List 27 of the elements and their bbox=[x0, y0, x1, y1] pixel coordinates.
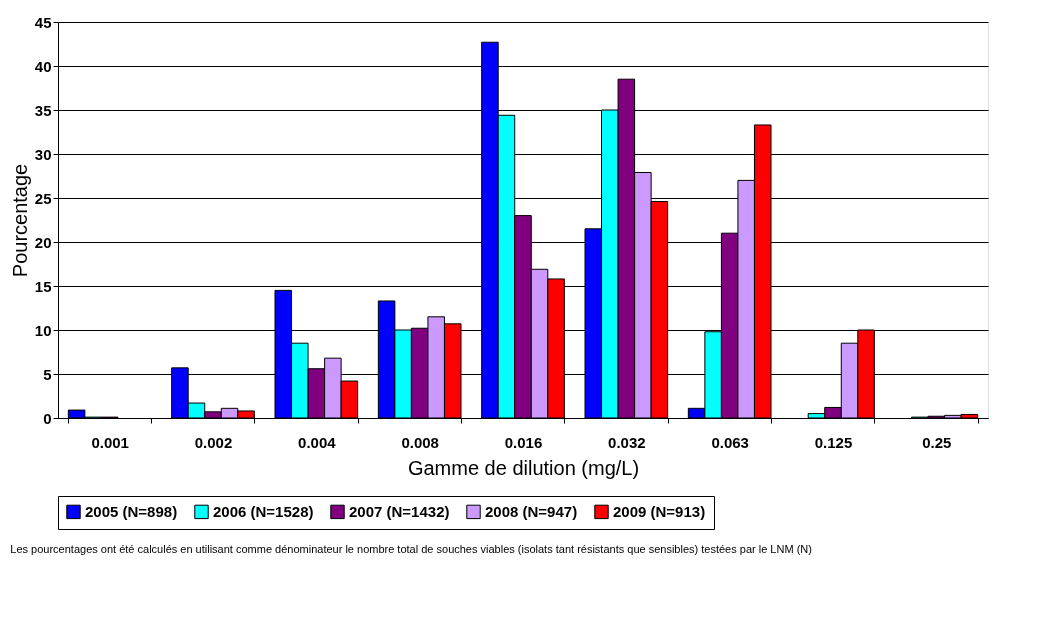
x-tick-label: 0.001 bbox=[91, 433, 129, 451]
legend-label: 2008 (N=947) bbox=[485, 502, 578, 520]
y-tick-label: 20 bbox=[34, 233, 52, 251]
y-tick-label: 5 bbox=[43, 365, 52, 383]
y-tick-label: 15 bbox=[34, 277, 52, 295]
x-tick-label: 0.016 bbox=[504, 433, 543, 451]
y-tick-label: 25 bbox=[34, 189, 52, 207]
legend-label: 2009 (N=913) bbox=[613, 502, 706, 520]
y-tick-label: 30 bbox=[34, 145, 52, 163]
legend-label: 2006 (N=1528) bbox=[213, 502, 314, 520]
x-axis-title: Gamme de dilution (mg/L) bbox=[407, 456, 640, 479]
y-tick-label: 40 bbox=[34, 57, 52, 75]
x-tick-label: 0.004 bbox=[298, 433, 337, 451]
x-tick-label: 0.063 bbox=[711, 433, 749, 451]
y-tick-label: 0 bbox=[43, 409, 52, 427]
y-tick-label: 35 bbox=[34, 101, 52, 119]
x-tick-label: 0.25 bbox=[922, 433, 952, 451]
y-tick-label: 10 bbox=[34, 321, 52, 339]
x-tick-label: 0.002 bbox=[194, 433, 233, 451]
x-tick-label: 0.125 bbox=[814, 433, 853, 451]
text: Les pourcentages ont été calculés en utilisant comme dénominateur le nombre total de souches viables (isolats tant résistants que sensibles) testées par le LNM (N) bbox=[10, 542, 812, 555]
legend-label: 2005 (N=898) bbox=[85, 502, 178, 520]
y-axis-title: Pourcentage bbox=[8, 163, 31, 278]
legend-label: 2007 (N=1432) bbox=[349, 502, 450, 520]
x-tick-label: 0.032 bbox=[608, 433, 646, 451]
y-tick-label: 45 bbox=[34, 13, 52, 31]
x-tick-label: 0.008 bbox=[401, 433, 439, 451]
